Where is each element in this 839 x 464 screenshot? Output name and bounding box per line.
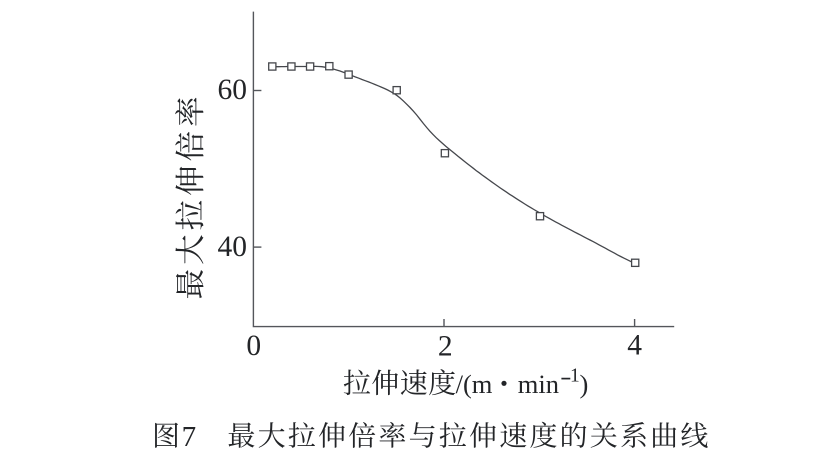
svg-text:0: 0 xyxy=(246,330,261,362)
svg-text:): ) xyxy=(580,369,589,399)
svg-text:2: 2 xyxy=(438,330,453,362)
svg-text:40: 40 xyxy=(218,231,248,263)
svg-text:/(m: /(m xyxy=(456,369,493,399)
svg-text:7: 7 xyxy=(182,421,197,453)
svg-text:1: 1 xyxy=(570,365,580,386)
svg-text:4: 4 xyxy=(627,330,642,362)
svg-text:min: min xyxy=(518,369,559,399)
svg-text:60: 60 xyxy=(218,74,248,106)
